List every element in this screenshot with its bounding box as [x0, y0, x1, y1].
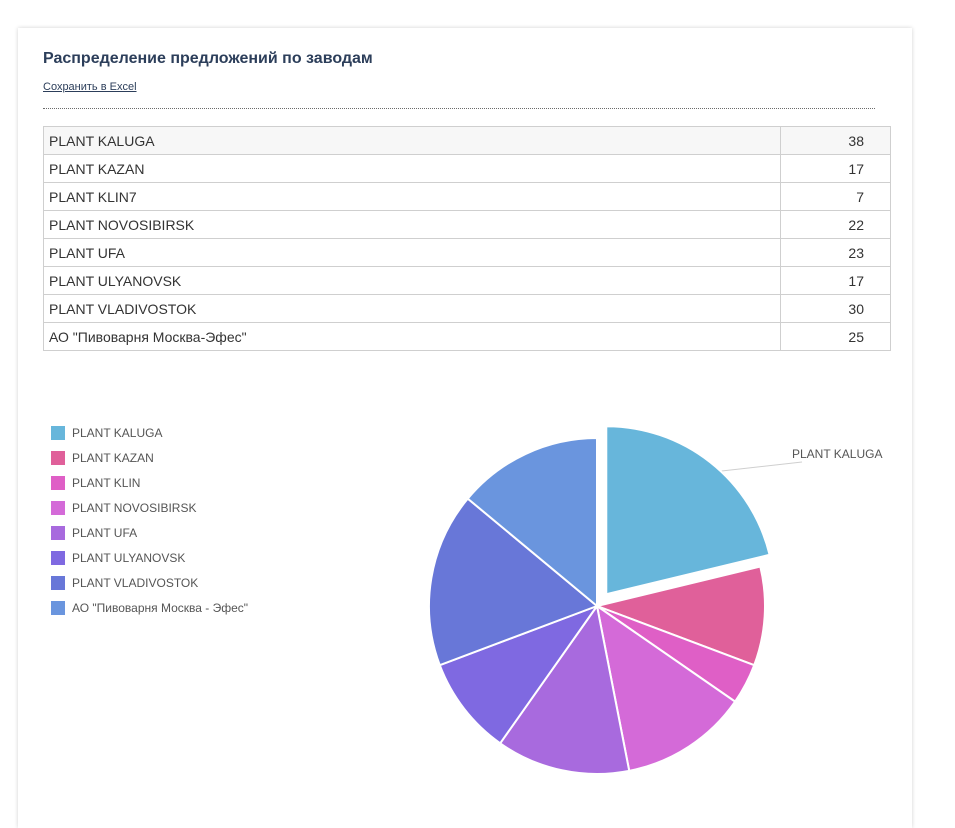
legend-swatch [51, 526, 65, 540]
plant-count-cell: 7 [780, 182, 891, 211]
plant-count-cell: 38 [780, 126, 891, 155]
legend-swatch [51, 551, 65, 565]
plant-name-cell: PLANT KLIN7 [43, 182, 781, 211]
plant-name-cell: АО "Пивоварня Москва-Эфес" [43, 322, 781, 351]
table-row: АО "Пивоварня Москва-Эфес" 25 [43, 322, 891, 351]
plant-name-cell: PLANT KAZAN [43, 154, 781, 183]
legend-item[interactable]: PLANT KALUGA [51, 426, 248, 451]
legend-swatch [51, 476, 65, 490]
legend-item[interactable]: PLANT KLIN [51, 476, 248, 501]
pie-slice[interactable] [438, 603, 600, 745]
legend-label: PLANT KAZAN [72, 451, 154, 465]
page-title: Распределение предложений по заводам [43, 50, 373, 67]
legend-swatch [51, 576, 65, 590]
pie-slice[interactable] [498, 603, 631, 775]
legend-label: PLANT UFA [72, 526, 138, 540]
pie-slice[interactable] [466, 436, 598, 609]
dotted-divider [43, 108, 875, 109]
plant-count-cell: 17 [780, 154, 891, 183]
pie-chart [428, 425, 803, 775]
legend-item[interactable]: PLANT VLADIVOSTOK [51, 576, 248, 601]
plant-count-cell: 30 [780, 294, 891, 323]
legend-label: PLANT VLADIVOSTOK [72, 576, 199, 590]
table-row: PLANT NOVOSIBIRSK 22 [43, 210, 891, 239]
legend-item[interactable]: АО "Пивоварня Москва - Эфес" [51, 601, 248, 626]
legend-label: АО "Пивоварня Москва - Эфес" [72, 601, 249, 615]
plant-name-cell: PLANT KALUGA [43, 126, 781, 155]
pie-slice[interactable] [605, 425, 771, 596]
save-to-excel-link[interactable]: Сохранить в Excel [43, 81, 137, 93]
plant-count-cell: 17 [780, 266, 891, 295]
legend-item[interactable]: PLANT KAZAN [51, 451, 248, 476]
plants-table: PLANT KALUGA 38 PLANT KAZAN 17 PLANT KLI… [43, 126, 891, 351]
chart-legend: PLANT KALUGA PLANT KAZAN PLANT KLIN PLANT N… [51, 426, 248, 626]
report-card: Распределение предложений по заводам Сох… [18, 28, 912, 828]
legend-swatch [51, 501, 65, 515]
legend-swatch [51, 426, 65, 440]
legend-label: PLANT KALUGA [72, 426, 163, 440]
legend-item[interactable]: PLANT NOVOSIBIRSK [51, 501, 248, 526]
legend-item[interactable]: PLANT UFA [51, 526, 248, 551]
pie-slice[interactable] [593, 565, 766, 667]
legend-label: PLANT NOVOSIBIRSK [72, 501, 197, 515]
legend-swatch [51, 601, 65, 615]
legend-label: PLANT KLIN [72, 476, 141, 490]
slice-callout-label: PLANT KALUGA [792, 447, 883, 461]
pie-slice[interactable] [428, 497, 599, 667]
legend-item[interactable]: PLANT ULYANOVSK [51, 551, 248, 576]
table-row: PLANT KALUGA 38 [43, 126, 891, 155]
plant-count-cell: 25 [780, 322, 891, 351]
table-row: PLANT KAZAN 17 [43, 154, 891, 183]
legend-swatch [51, 451, 65, 465]
pie-slice[interactable] [595, 603, 737, 773]
legend-label: PLANT ULYANOVSK [72, 551, 186, 565]
table-row: PLANT KLIN7 7 [43, 182, 891, 211]
